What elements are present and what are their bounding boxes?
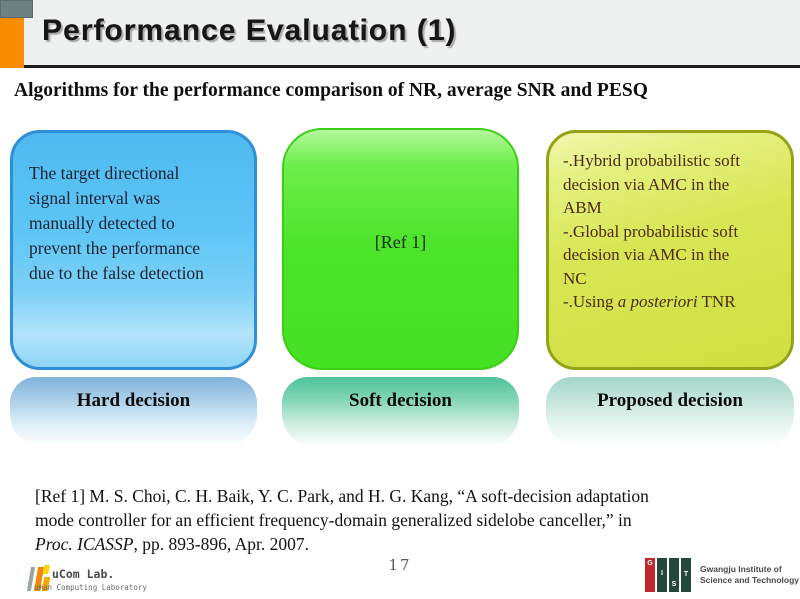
hard-decision-reflection: Hard decision xyxy=(10,377,257,449)
gist-name-line2: Science and Technology xyxy=(700,575,800,585)
hucom-lab-name: uCom Lab. xyxy=(52,567,115,581)
gist-name-line1: Gwangju Institute of xyxy=(700,563,782,574)
proposed-decision-last-line: -.Using a posteriori TNR xyxy=(549,290,791,314)
gist-letter-g: G xyxy=(647,560,653,567)
reference-suffix: , pp. 893-896, Apr. 2007. xyxy=(133,534,310,554)
proposed-decision-box: -.Hybrid probabilistic soft decision via… xyxy=(546,130,794,370)
hucom-lab-logo: uCom Lab. uman Computing Laboratory xyxy=(26,564,178,596)
gist-letter-i: I xyxy=(661,570,663,577)
reference-wrapped-lines: [Ref 1] M. S. Choi, C. H. Baik, Y. C. Pa… xyxy=(35,486,649,530)
reference-citation: [Ref 1] M. S. Choi, C. H. Baik, Y. C. Pa… xyxy=(35,484,775,556)
title-bar: Performance Evaluation (1) xyxy=(0,0,800,68)
gist-bars-icon: G I S T xyxy=(645,558,691,592)
decoration-orange-square xyxy=(0,18,24,68)
proposed-decision-reflection: Proposed decision xyxy=(546,377,794,449)
hard-decision-label: Hard decision xyxy=(76,390,191,411)
slide-subtitle: Algorithms for the performance compariso… xyxy=(14,80,648,101)
gist-name: Gwangju Institute of Science and Technol… xyxy=(700,564,799,586)
gist-logo: G I S T Gwangju Institute of Science and… xyxy=(645,558,799,592)
gist-bar-g: G xyxy=(645,558,655,592)
last-line-prefix: -.Using xyxy=(563,292,618,311)
page-title: Performance Evaluation (1) xyxy=(42,14,457,47)
soft-decision-label: Soft decision xyxy=(349,390,452,411)
soft-decision-text: [Ref 1] xyxy=(374,231,427,252)
hucom-lab-fullname: uman Computing Laboratory xyxy=(34,583,147,592)
reference-last-line: Proc. ICASSP, pp. 893-896, Apr. 2007. xyxy=(35,532,775,556)
gist-bar-s: S xyxy=(669,558,679,592)
gist-bar-t: T xyxy=(681,558,691,592)
last-line-suffix: TNR xyxy=(697,292,736,311)
page-number: 17 xyxy=(388,556,412,574)
reference-italic: Proc. ICASSP xyxy=(35,534,134,554)
soft-decision-box: [Ref 1] xyxy=(282,128,519,370)
proposed-decision-label: Proposed decision xyxy=(597,390,743,411)
decoration-gray-square xyxy=(0,0,33,18)
proposed-decision-text: -.Hybrid probabilistic soft decision via… xyxy=(563,151,741,288)
last-line-italic: a posteriori xyxy=(617,292,698,311)
gist-letter-t: T xyxy=(683,571,689,578)
hucom-yellow-dot xyxy=(43,565,50,574)
hard-decision-text: The target directional signal interval w… xyxy=(29,163,204,283)
soft-decision-reflection: Soft decision xyxy=(282,377,519,449)
hard-decision-box: The target directional signal interval w… xyxy=(10,130,257,370)
gist-bar-i: I xyxy=(657,558,667,592)
gist-letter-s: S xyxy=(671,581,677,588)
